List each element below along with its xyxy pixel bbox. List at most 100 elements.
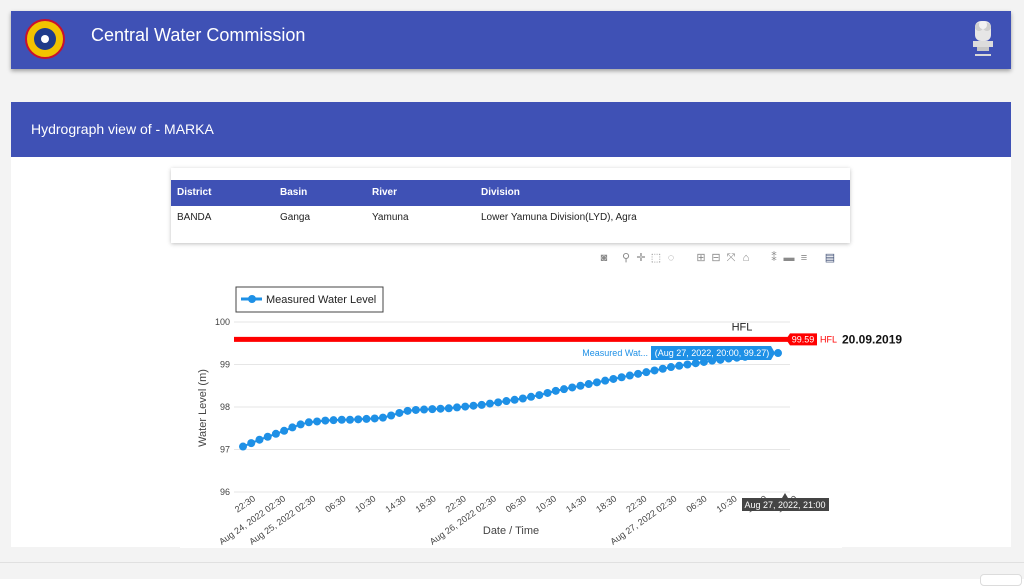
data-point[interactable] (395, 408, 404, 417)
x-tick-label: 22:30 (233, 493, 257, 514)
series-line (242, 352, 779, 448)
data-point[interactable] (403, 406, 412, 415)
legend-marker-swatch (248, 295, 256, 303)
x-tick-label: 18:30 (414, 493, 438, 514)
y-tick-label: 98 (220, 402, 230, 412)
data-point[interactable] (650, 366, 659, 375)
x-tick-label: 14:30 (564, 493, 588, 514)
hfl-value-flag: 99.59 (786, 333, 817, 346)
zoom-out-icon[interactable]: ⊟ (711, 252, 721, 264)
data-point[interactable] (469, 401, 478, 410)
data-point[interactable] (280, 426, 289, 435)
data-point[interactable] (625, 371, 634, 380)
autoscale-icon[interactable]: ⤧ (726, 252, 736, 264)
cell-basin: Ganga (280, 212, 311, 223)
data-point[interactable] (387, 411, 396, 420)
zoom-icon[interactable]: ⚲ (621, 252, 631, 264)
data-point[interactable] (683, 360, 692, 369)
data-point[interactable] (551, 386, 560, 395)
data-point[interactable] (428, 405, 437, 414)
reset-axes-icon[interactable]: ⌂ (742, 252, 750, 264)
data-point[interactable] (288, 423, 297, 432)
data-point[interactable] (329, 416, 338, 425)
data-point[interactable] (485, 399, 494, 408)
show-closest-icon[interactable]: ▬ (783, 252, 795, 264)
data-point[interactable] (675, 361, 684, 370)
data-point[interactable] (362, 414, 371, 423)
x-tick-label: 06:30 (323, 493, 347, 514)
column-header-basin: Basin (280, 187, 308, 198)
chart-toolbar: ◙ ⚲ ✛ ⬚ ◌ ⊞ ⊟ ⤧ ⌂ ⁑ ▬ ≡ ▤ (598, 252, 844, 266)
data-point[interactable] (527, 392, 536, 401)
data-point[interactable] (247, 439, 256, 448)
station-info-card: District Basin River Division BANDA Gang… (171, 168, 850, 243)
spike-lines-icon[interactable]: ⁑ (771, 252, 777, 264)
data-point[interactable] (239, 442, 247, 451)
x-tick-label: 22:30 (624, 493, 648, 514)
data-point[interactable] (510, 395, 519, 404)
data-point[interactable] (461, 402, 470, 411)
cwc-logo-icon (25, 19, 65, 59)
data-point[interactable] (576, 381, 585, 390)
data-point[interactable] (535, 391, 544, 400)
data-point[interactable] (255, 435, 264, 444)
data-point[interactable] (774, 349, 782, 358)
data-point[interactable] (634, 369, 643, 378)
hfl-tag: HFL (820, 334, 837, 344)
compare-hover-icon[interactable]: ≡ (800, 252, 808, 264)
data-point[interactable] (543, 388, 552, 397)
data-point[interactable] (263, 432, 272, 441)
cell-division: Lower Yamuna Division(LYD), Agra (481, 212, 637, 223)
data-point[interactable] (444, 404, 453, 413)
lasso-select-icon[interactable]: ◌ (667, 252, 675, 264)
chart-legend[interactable]: Measured Water Level (235, 286, 384, 313)
data-point[interactable] (658, 364, 667, 373)
data-point[interactable] (584, 380, 593, 389)
footer-divider (0, 562, 1024, 563)
hover-x-label: Aug 27, 2022, 21:00 (742, 493, 829, 511)
data-point[interactable] (453, 403, 461, 412)
pan-icon[interactable]: ✛ (636, 252, 646, 264)
data-point[interactable] (436, 404, 445, 413)
data-point[interactable] (354, 415, 363, 424)
zoom-in-icon[interactable]: ⊞ (696, 252, 706, 264)
page-title: Hydrograph view of - MARKA (31, 121, 214, 137)
data-point[interactable] (667, 363, 675, 372)
column-header-river: River (372, 187, 398, 198)
cell-district: BANDA (177, 212, 212, 223)
data-point[interactable] (502, 397, 511, 406)
hover-series-label: Measured Wat... (582, 348, 648, 358)
data-point[interactable] (370, 414, 379, 423)
data-point[interactable] (378, 413, 387, 422)
data-point[interactable] (313, 417, 322, 426)
data-point[interactable] (420, 405, 429, 414)
data-point[interactable] (411, 405, 420, 414)
data-point[interactable] (642, 368, 651, 377)
x-tick-label: 10:30 (534, 493, 558, 514)
corner-button[interactable] (980, 574, 1022, 586)
data-point[interactable] (560, 385, 568, 394)
data-point[interactable] (296, 420, 305, 429)
data-point[interactable] (518, 394, 527, 403)
data-point[interactable] (592, 378, 601, 387)
data-point[interactable] (568, 383, 577, 392)
box-select-icon[interactable]: ⬚ (650, 252, 662, 264)
data-point[interactable] (337, 415, 346, 424)
station-info-header: District Basin River Division (171, 180, 850, 206)
data-point[interactable] (271, 429, 280, 438)
data-point[interactable] (609, 374, 618, 383)
plotly-logo-icon[interactable]: ▤ (824, 252, 836, 264)
x-tick-label: 06:30 (684, 493, 708, 514)
data-point[interactable] (601, 376, 610, 385)
camera-icon[interactable]: ◙ (600, 252, 608, 264)
data-point[interactable] (477, 400, 486, 409)
data-point[interactable] (617, 373, 626, 382)
x-tick-label: 10:30 (353, 493, 377, 514)
data-point[interactable] (494, 398, 503, 407)
data-point[interactable] (691, 359, 700, 368)
data-point[interactable] (321, 416, 330, 425)
data-point[interactable] (346, 415, 354, 424)
data-point[interactable] (304, 418, 313, 427)
app-header: Central Water Commission (11, 11, 1011, 69)
